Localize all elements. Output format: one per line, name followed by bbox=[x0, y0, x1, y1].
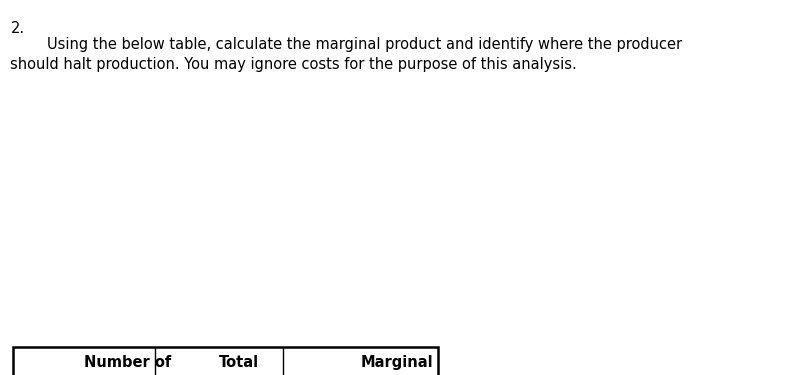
Bar bbox=[13, 347, 438, 375]
Text: Using the below table, calculate the marginal product and identify where the pro: Using the below table, calculate the mar… bbox=[10, 38, 683, 72]
Text: 2.: 2. bbox=[10, 21, 25, 36]
Text: Marginal
Product: Marginal Product bbox=[361, 355, 433, 375]
Text: Total
output: Total output bbox=[219, 355, 275, 375]
Text: Number of
workers: Number of workers bbox=[84, 355, 171, 375]
